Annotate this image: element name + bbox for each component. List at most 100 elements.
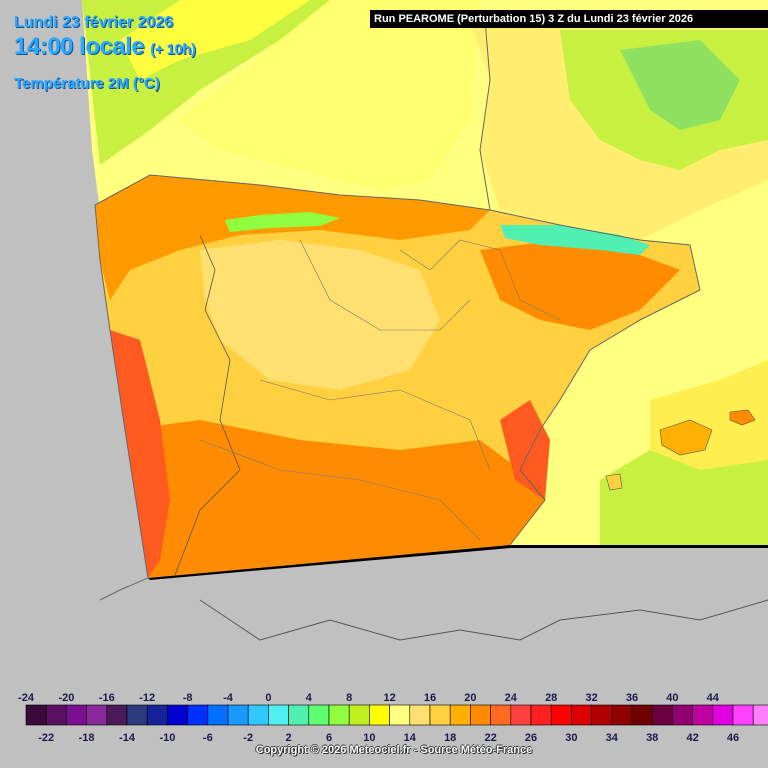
legend-color-swatch bbox=[308, 704, 330, 726]
legend-color-swatch bbox=[631, 704, 653, 726]
legend-color-swatch bbox=[369, 704, 390, 726]
legend-color-swatch bbox=[510, 704, 532, 726]
legend-color-swatch bbox=[530, 704, 552, 726]
legend-color-swatch bbox=[389, 704, 411, 726]
france-coast bbox=[479, 19, 491, 211]
france-green-zones-2 bbox=[620, 40, 740, 130]
legend-color-swatch bbox=[146, 704, 168, 726]
ebro-valley-warm bbox=[480, 240, 680, 330]
legend-tick-label: 30 bbox=[565, 732, 577, 744]
legend-tick-label: 16 bbox=[424, 692, 436, 704]
legend-tick-label: -18 bbox=[79, 732, 95, 744]
legend-color-swatch bbox=[429, 704, 451, 726]
atlantic-yellow bbox=[180, 0, 480, 190]
legend-tick-label: -16 bbox=[99, 692, 115, 704]
legend-color-swatch bbox=[207, 704, 229, 726]
legend-tick-label: 28 bbox=[545, 692, 557, 704]
legend-tick-label: -4 bbox=[223, 692, 234, 704]
legend-color-swatch bbox=[470, 704, 491, 726]
legend-tick-label: 34 bbox=[606, 732, 619, 744]
legend-tick-label: 24 bbox=[505, 692, 518, 704]
domain-south-edge bbox=[148, 545, 768, 580]
legend-color-swatch bbox=[611, 704, 633, 726]
legend-tick-label: -24 bbox=[18, 692, 35, 704]
legend-tick-label: 10 bbox=[363, 732, 375, 744]
legend-tick-label: 32 bbox=[585, 692, 597, 704]
legend-tick-label: 46 bbox=[727, 732, 739, 744]
copyright-notice: Copyright © 2026 Meteociel.fr - Source M… bbox=[255, 744, 533, 756]
legend-color-swatch bbox=[288, 704, 310, 726]
legend-tick-label: 44 bbox=[707, 692, 720, 704]
biscay-field-2 bbox=[120, 0, 310, 80]
legend-color-swatch bbox=[167, 704, 188, 726]
south-warm bbox=[125, 420, 545, 578]
run-info-bar: Run PEAROME (Perturbation 15) 3 Z du Lun… bbox=[370, 10, 768, 28]
legend-tick-label: 26 bbox=[525, 732, 537, 744]
valencia-hot bbox=[500, 400, 550, 500]
region-border-2 bbox=[259, 379, 491, 471]
cantabrian-cold bbox=[225, 212, 340, 232]
variable-title: Température 2M (°C) bbox=[14, 75, 160, 92]
legend-tick-label: 8 bbox=[346, 692, 352, 704]
forecast-date: Lundi 23 février 2026 bbox=[14, 14, 174, 31]
legend-tick-label: 22 bbox=[484, 732, 496, 744]
legend-color-swatch bbox=[25, 704, 47, 726]
legend-tick-label: 14 bbox=[404, 732, 417, 744]
legend-color-swatch bbox=[692, 704, 714, 726]
forecast-local-time: 14:00 locale (+ 10h) bbox=[14, 33, 196, 61]
legend-tick-label: 20 bbox=[464, 692, 476, 704]
legend-tick-label: 0 bbox=[265, 692, 271, 704]
legend-color-swatch bbox=[328, 704, 350, 726]
color-scale-legend: -24 -20 -16 -12 -8 -4 0 4 8 12 16 20 24 28 32 36 40 44-22… bbox=[18, 692, 768, 744]
legend-tick-label: 42 bbox=[686, 732, 698, 744]
portugal-coast-outside bbox=[94, 204, 149, 601]
menorca-island bbox=[729, 409, 756, 426]
legend-color-swatch bbox=[187, 704, 209, 726]
region-border-3 bbox=[399, 239, 561, 321]
spain-portugal-border bbox=[174, 234, 241, 576]
legend-color-swatch bbox=[591, 704, 613, 726]
legend-tick-label: -22 bbox=[38, 732, 54, 744]
local-time-value: 14:00 locale bbox=[14, 33, 145, 60]
iberia-north-orange bbox=[95, 175, 490, 300]
southwest-hot bbox=[110, 330, 170, 578]
legend-color-swatch bbox=[571, 704, 592, 726]
legend-color-swatch bbox=[449, 704, 471, 726]
legend-color-swatch bbox=[45, 704, 67, 726]
meseta-cooler bbox=[200, 240, 440, 390]
legend-tick-label: 4 bbox=[306, 692, 313, 704]
legend-tick-label: -12 bbox=[139, 692, 155, 704]
legend-color-swatch bbox=[752, 704, 768, 726]
legend-color-swatch bbox=[672, 704, 693, 726]
legend-tick-label: 12 bbox=[383, 692, 395, 704]
legend-tick-label: 6 bbox=[326, 732, 332, 744]
legend-color-swatch bbox=[732, 704, 754, 726]
iberia-coastline bbox=[94, 174, 701, 546]
legend-color-swatch bbox=[66, 704, 87, 726]
legend-tick-label: -6 bbox=[203, 732, 213, 744]
legend-color-swatch bbox=[712, 704, 734, 726]
legend-tick-label: -14 bbox=[119, 732, 136, 744]
legend-color-swatch bbox=[651, 704, 673, 726]
legend-tick-label: -20 bbox=[58, 692, 74, 704]
legend-color-swatch bbox=[227, 704, 249, 726]
lead-time: (+ 10h) bbox=[150, 41, 196, 58]
legend-tick-label: 36 bbox=[626, 692, 638, 704]
legend-color-swatch bbox=[126, 704, 148, 726]
region-border-4 bbox=[199, 439, 481, 541]
legend-tick-label: -2 bbox=[243, 732, 253, 744]
africa-coast bbox=[199, 599, 768, 641]
pyrenees-cold bbox=[500, 225, 650, 255]
legend-color-swatch bbox=[247, 704, 269, 726]
legend-color-swatch bbox=[550, 704, 572, 726]
legend-tick-label: 18 bbox=[444, 732, 456, 744]
legend-tick-label: 2 bbox=[286, 732, 292, 744]
legend-tick-label: -8 bbox=[183, 692, 193, 704]
legend-color-swatch bbox=[490, 704, 512, 726]
region-border-1 bbox=[299, 239, 471, 331]
legend-tick-label: -10 bbox=[159, 732, 175, 744]
legend-color-swatch bbox=[268, 704, 289, 726]
legend-tick-label: 40 bbox=[666, 692, 678, 704]
legend-color-swatch bbox=[86, 704, 108, 726]
